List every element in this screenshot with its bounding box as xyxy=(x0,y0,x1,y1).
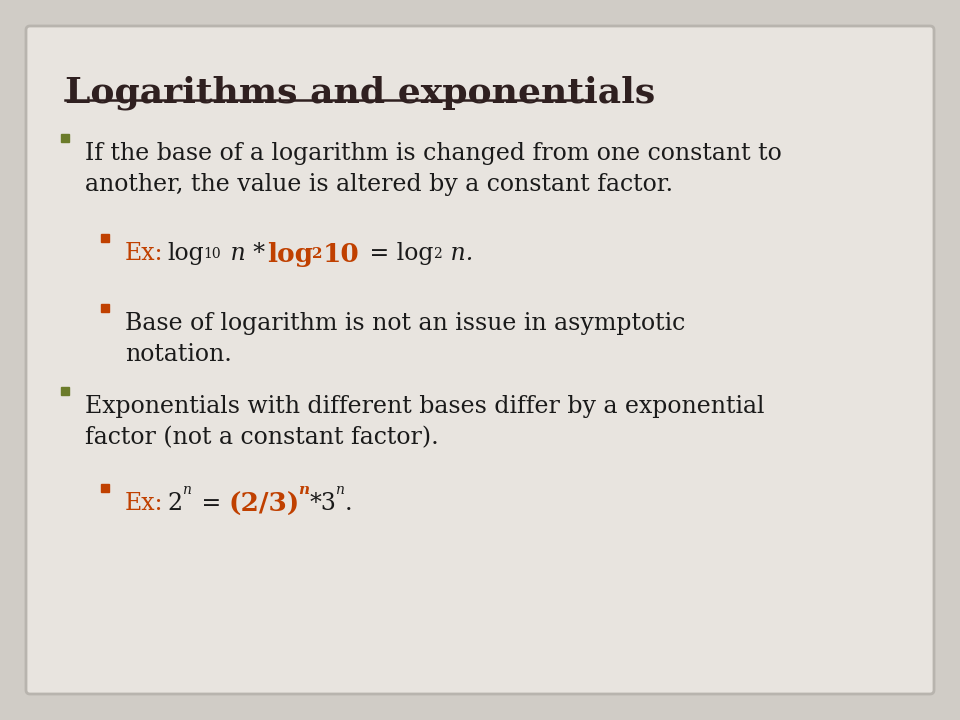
Text: 2: 2 xyxy=(433,247,442,261)
Text: 2: 2 xyxy=(312,247,323,261)
Text: log: log xyxy=(267,242,313,267)
Text: = log: = log xyxy=(362,242,434,265)
Text: .: . xyxy=(345,492,352,515)
Text: Ex:: Ex: xyxy=(125,492,163,515)
Text: n.: n. xyxy=(443,242,473,265)
Text: Exponentials with different bases differ by a exponential
factor (not a constant: Exponentials with different bases differ… xyxy=(85,395,764,449)
Text: 2: 2 xyxy=(167,492,182,515)
Text: log: log xyxy=(167,242,204,265)
Text: =: = xyxy=(194,492,228,515)
Text: Logarithms and exponentials: Logarithms and exponentials xyxy=(65,75,656,109)
Text: n: n xyxy=(299,483,310,497)
Text: n: n xyxy=(335,483,345,497)
Text: Base of logarithm is not an issue in asymptotic
notation.: Base of logarithm is not an issue in asy… xyxy=(125,312,685,366)
Text: 10: 10 xyxy=(204,247,221,261)
Text: n: n xyxy=(181,483,190,497)
Text: *3: *3 xyxy=(310,492,337,515)
Text: If the base of a logarithm is changed from one constant to
another, the value is: If the base of a logarithm is changed fr… xyxy=(85,142,781,196)
Text: (2/3): (2/3) xyxy=(228,492,300,517)
Text: n *: n * xyxy=(223,242,265,265)
Text: Ex:: Ex: xyxy=(125,242,163,265)
Text: 10: 10 xyxy=(323,242,359,267)
FancyBboxPatch shape xyxy=(26,26,934,694)
